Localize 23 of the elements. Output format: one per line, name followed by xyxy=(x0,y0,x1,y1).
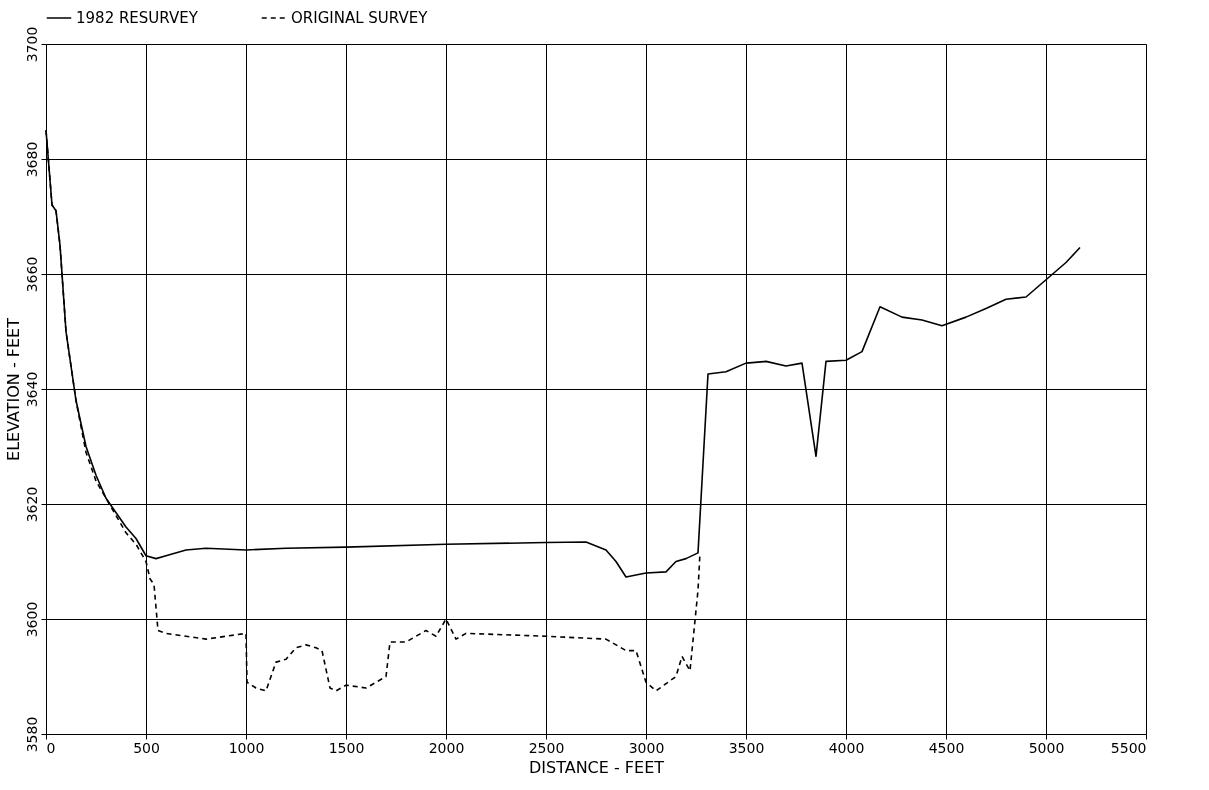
x-tick-label: 0 xyxy=(46,739,56,756)
x-tick-label: 4000 xyxy=(828,739,865,756)
y-tick-label: 3620 xyxy=(23,486,40,523)
y-tick-label: 3640 xyxy=(23,371,40,408)
x-tick-label: 2000 xyxy=(428,739,465,756)
y-tick-label: 3600 xyxy=(23,601,40,638)
x-tick-label: 1500 xyxy=(328,739,365,756)
x-tick-label: 500 xyxy=(133,739,160,756)
x-tick-label: 1000 xyxy=(228,739,265,756)
legend-label: 1982 RESURVEY xyxy=(76,9,199,27)
y-tick-label: 3700 xyxy=(23,26,40,63)
legend-label: ORIGINAL SURVEY xyxy=(291,9,429,27)
x-axis-title: DISTANCE - FEET xyxy=(528,757,665,777)
x-tick-label: 3000 xyxy=(628,739,665,756)
y-tick-label: 3660 xyxy=(23,256,40,293)
x-tick-label: 4500 xyxy=(928,739,965,756)
x-tick-label: 5000 xyxy=(1028,739,1065,756)
y-axis-title: ELEVATION - FEET xyxy=(3,317,23,461)
x-tick-label: 3500 xyxy=(728,739,765,756)
x-tick-label: 5500 xyxy=(1110,739,1147,756)
x-tick-label: 2500 xyxy=(528,739,565,756)
y-tick-label: 3580 xyxy=(23,716,40,753)
y-tick-label: 3680 xyxy=(23,141,40,178)
